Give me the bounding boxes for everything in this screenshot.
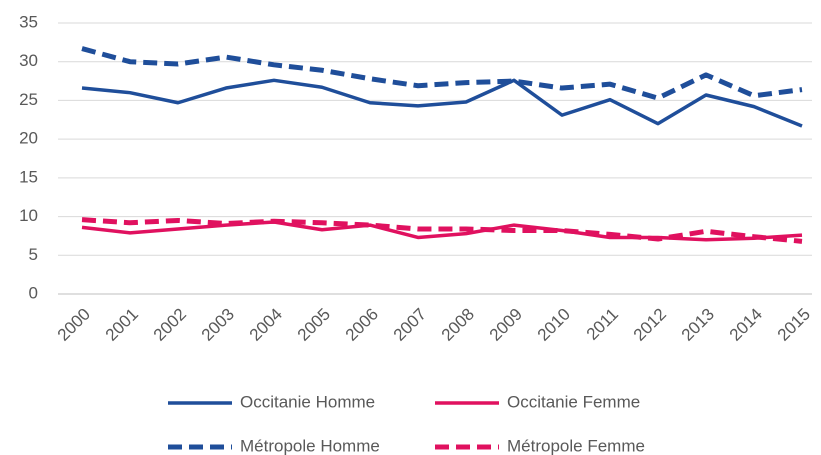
x-tick-label: 2011 xyxy=(583,305,622,344)
y-tick-label: 5 xyxy=(29,245,38,264)
y-tick-label: 10 xyxy=(19,206,38,225)
x-tick-label: 2013 xyxy=(678,305,718,345)
x-tick-label: 2008 xyxy=(438,305,478,345)
y-tick-label: 35 xyxy=(19,12,38,31)
y-tick-label: 15 xyxy=(19,167,38,186)
x-tick-label: 2010 xyxy=(534,305,574,345)
x-tick-label: 2000 xyxy=(54,305,94,345)
x-tick-label: 2014 xyxy=(726,305,766,345)
legend-label: Métropole Femme xyxy=(507,436,645,455)
x-tick-label: 2015 xyxy=(774,305,814,345)
legend-label: Occitanie Homme xyxy=(240,392,375,411)
series-line xyxy=(81,78,803,128)
series-line xyxy=(81,220,803,242)
x-tick-label: 2007 xyxy=(390,305,430,345)
series-line xyxy=(81,46,803,101)
x-tick-label: 2012 xyxy=(630,305,670,345)
y-tick-label: 25 xyxy=(19,90,38,109)
x-tick-label: 2004 xyxy=(246,305,286,345)
x-tick-label: 2006 xyxy=(342,305,382,345)
series-line xyxy=(81,217,803,244)
legend-label: Occitanie Femme xyxy=(507,392,640,411)
x-tick-label: 2009 xyxy=(486,305,526,345)
x-tick-label: 2003 xyxy=(198,305,238,345)
y-tick-label: 20 xyxy=(19,129,38,148)
legend-label: Métropole Homme xyxy=(240,436,380,455)
y-tick-label: 30 xyxy=(19,51,38,70)
x-tick-label: 2001 xyxy=(102,305,142,345)
x-tick-label: 2002 xyxy=(150,305,190,345)
x-tick-label: 2005 xyxy=(294,305,334,345)
y-tick-label: 0 xyxy=(29,283,38,302)
